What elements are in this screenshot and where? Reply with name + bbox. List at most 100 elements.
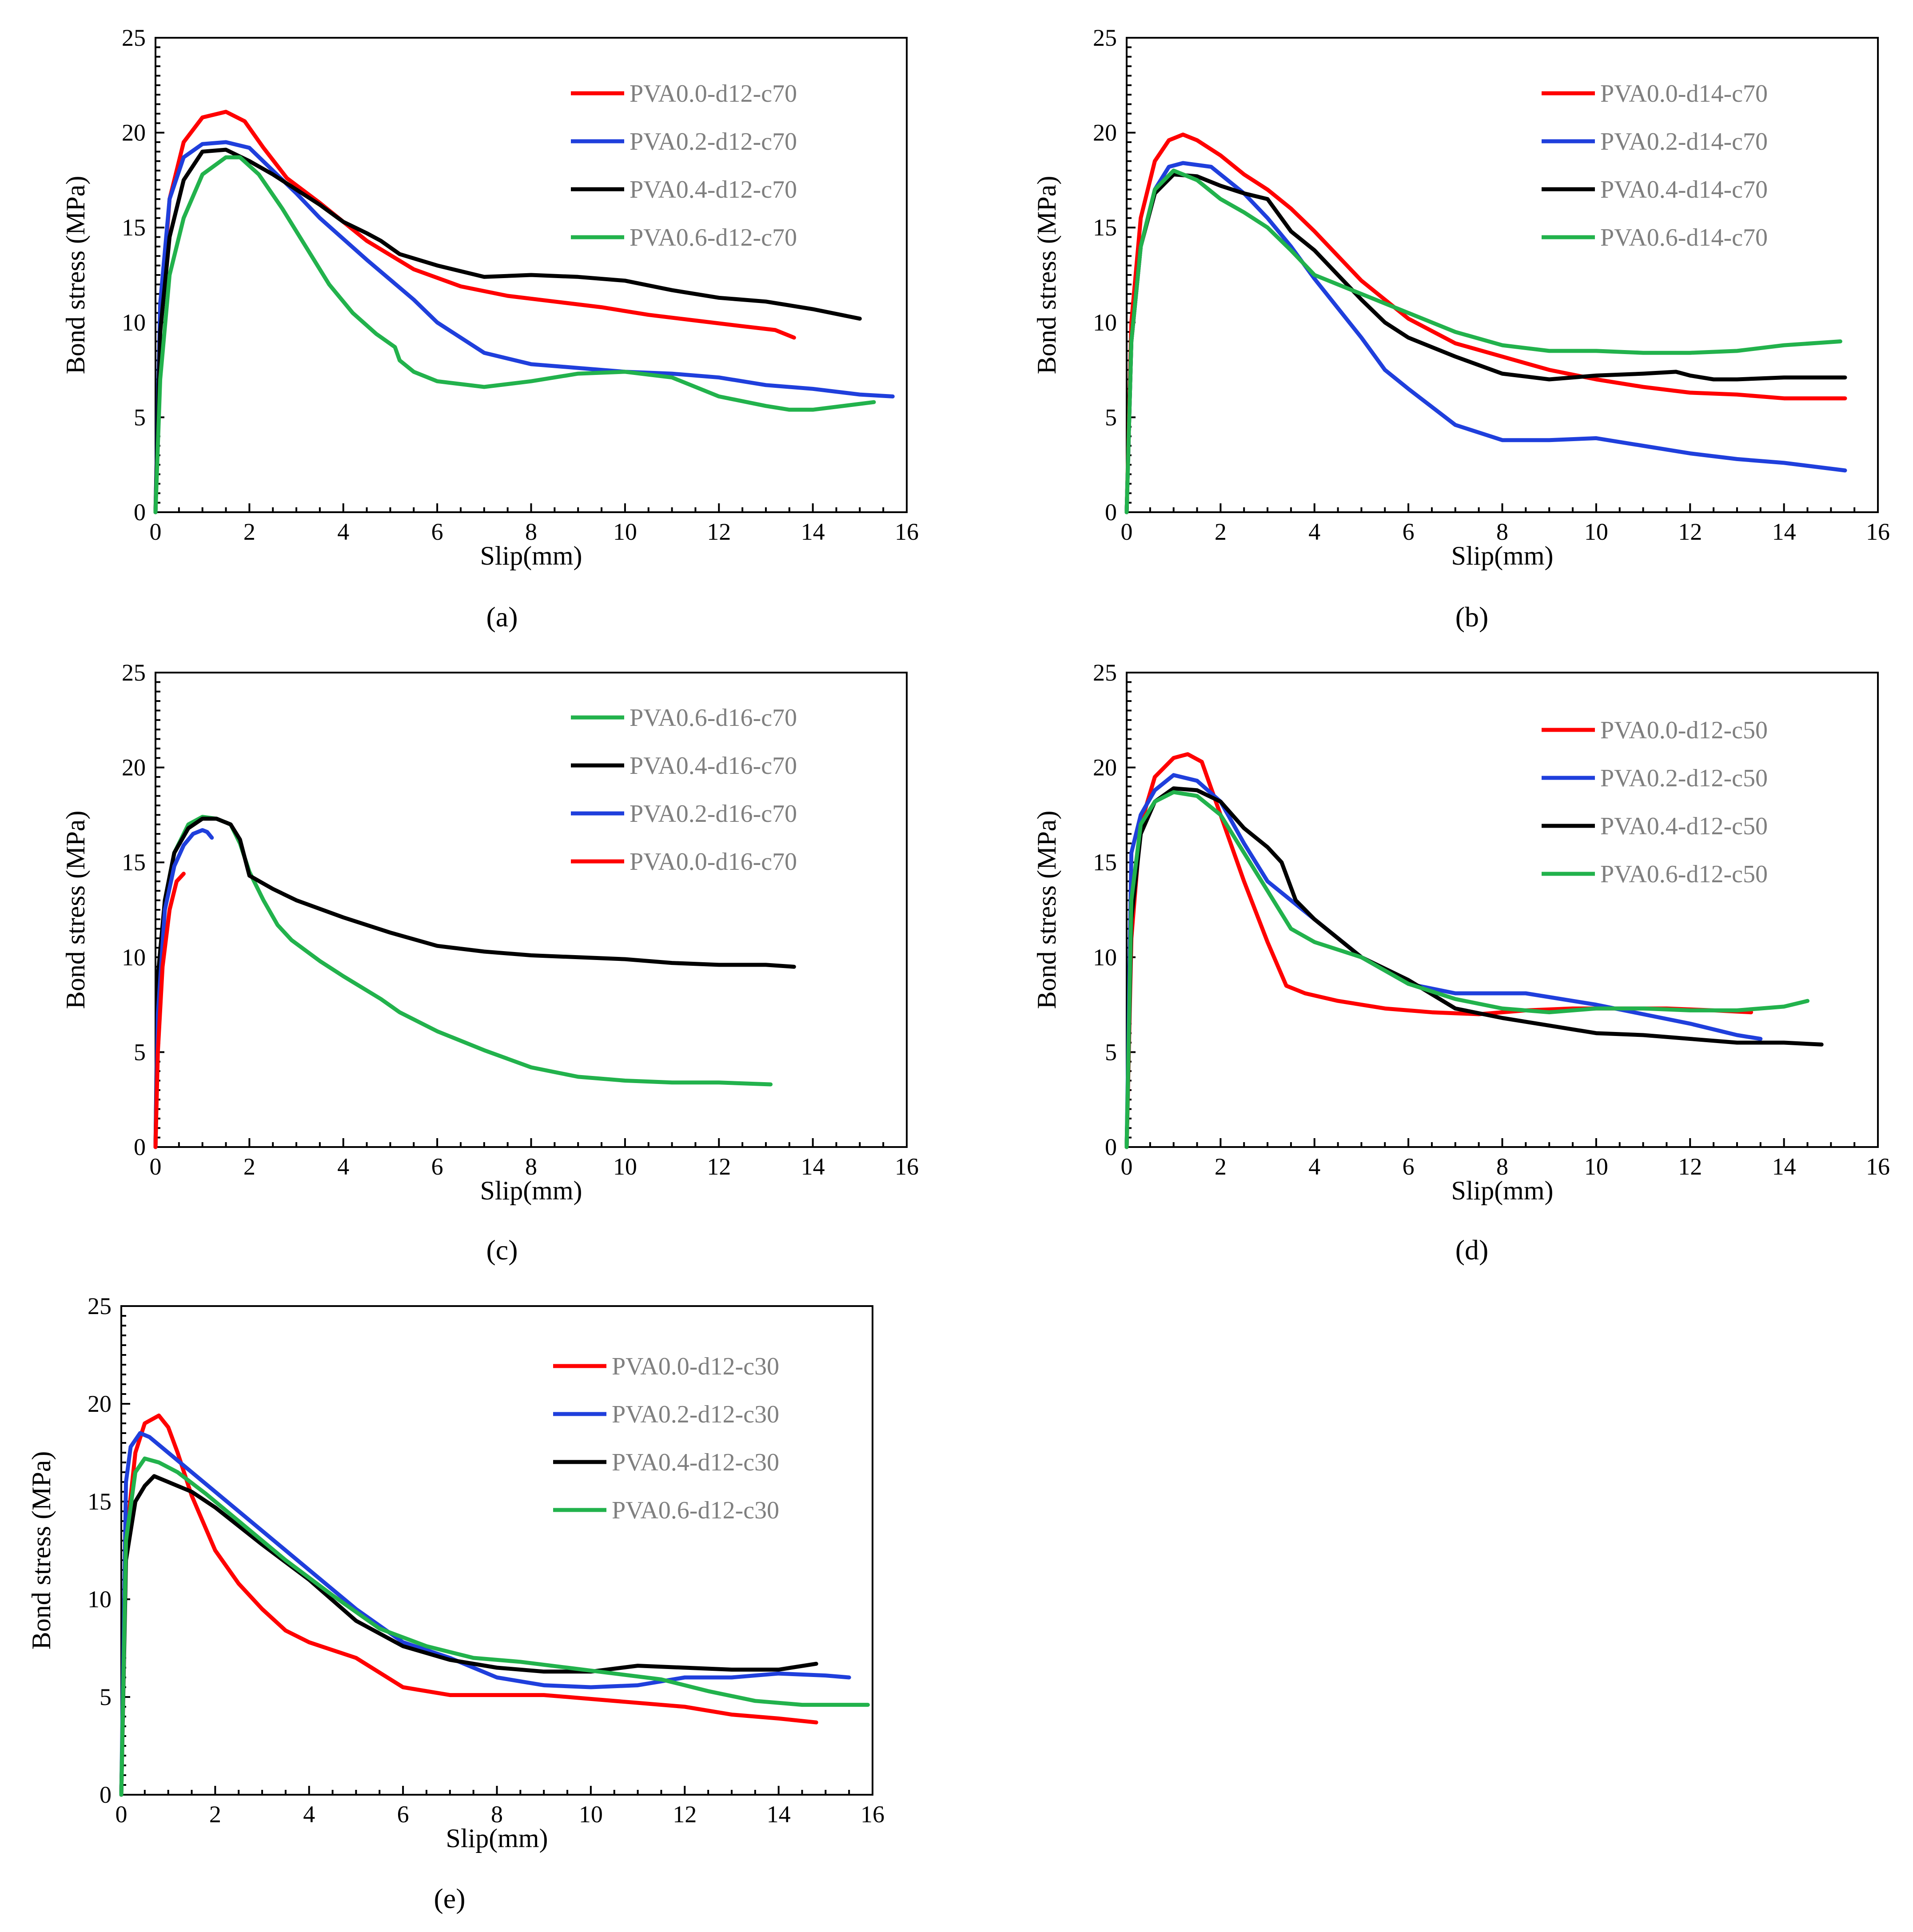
x-tick-label: 16 xyxy=(1866,518,1890,545)
x-tick-label: 2 xyxy=(209,1801,221,1828)
y-axis-label: Bond stress (MPa) xyxy=(1032,811,1061,1009)
y-tick-label: 20 xyxy=(122,754,146,781)
chart-panel-a: 0 5 10 15 20 25 0 2 4 6 8 10 12 14 16 Slip(mm) Bond stre… xyxy=(61,24,919,633)
y-tick-label: 20 xyxy=(1093,754,1117,781)
x-tick-label: 12 xyxy=(707,1153,731,1180)
chart-panel-e: 0 5 10 15 20 25 0 2 4 6 8 10 12 14 16 Slip(mm) Bond stre… xyxy=(27,1293,885,1914)
x-tick-label: 16 xyxy=(1866,1153,1890,1180)
legend-label: PVA0.0-d12-c50 xyxy=(1600,717,1768,744)
y-tick-label: 25 xyxy=(122,24,146,51)
y-tick-label: 15 xyxy=(122,214,146,241)
x-tick-label: 14 xyxy=(1772,518,1796,545)
x-tick-label: 12 xyxy=(1678,518,1702,545)
x-tick-label: 6 xyxy=(397,1801,409,1828)
x-tick-label: 8 xyxy=(525,1153,537,1180)
x-tick-label: 0 xyxy=(150,1153,162,1180)
x-tick-label: 8 xyxy=(491,1801,503,1828)
panel-label: (a) xyxy=(486,601,518,633)
x-tick-label: 16 xyxy=(895,1153,919,1180)
y-tick-label: 5 xyxy=(100,1684,112,1710)
x-tick-label: 4 xyxy=(1308,518,1320,545)
series-line-pva0-0-d14-c70 xyxy=(1124,132,1847,514)
x-tick-label: 12 xyxy=(1678,1153,1702,1180)
y-tick-label: 0 xyxy=(134,1134,146,1160)
series-line-pva0-6-d12-c30 xyxy=(119,1456,870,1797)
y-tick-label: 10 xyxy=(88,1586,112,1613)
panel-label: (c) xyxy=(486,1234,518,1266)
x-tick-label: 10 xyxy=(579,1801,603,1828)
y-tick-label: 15 xyxy=(1093,214,1117,241)
series-line-pva0-0-d12-c30 xyxy=(119,1413,818,1797)
legend-label: PVA0.2-d12-c50 xyxy=(1600,765,1768,792)
x-tick-label: 8 xyxy=(1496,518,1508,545)
y-tick-label: 15 xyxy=(122,849,146,876)
series-line-pva0-2-d16-c70 xyxy=(153,828,214,1149)
legend-label: PVA0.2-d14-c70 xyxy=(1600,128,1768,155)
y-tick-label: 0 xyxy=(134,499,146,526)
x-tick-label: 14 xyxy=(767,1801,791,1828)
panel-label: (e) xyxy=(434,1883,465,1914)
x-tick-label: 2 xyxy=(1215,518,1227,545)
x-tick-label: 14 xyxy=(801,1153,825,1180)
legend-label: PVA0.0-d12-c30 xyxy=(612,1353,779,1380)
series-line-pva0-4-d12-c70 xyxy=(153,147,862,514)
legend-label: PVA0.4-d14-c70 xyxy=(1600,176,1768,203)
series-line-pva0-4-d14-c70 xyxy=(1124,172,1847,514)
series-line-pva0-2-d14-c70 xyxy=(1124,161,1847,514)
x-tick-label: 2 xyxy=(1215,1153,1227,1180)
legend-label: PVA0.4-d12-c30 xyxy=(612,1449,779,1476)
y-tick-label: 0 xyxy=(100,1781,112,1808)
legend-label: PVA0.4-d12-c50 xyxy=(1600,813,1768,840)
series-line-pva0-4-d16-c70 xyxy=(153,817,796,1149)
legend-label: PVA0.6-d12-c70 xyxy=(630,224,797,251)
x-tick-label: 10 xyxy=(1584,518,1608,545)
y-tick-label: 5 xyxy=(134,404,146,430)
x-tick-label: 6 xyxy=(1403,1153,1415,1180)
y-tick-label: 15 xyxy=(1093,849,1117,876)
panel-label: (b) xyxy=(1455,601,1489,633)
y-tick-label: 25 xyxy=(1093,659,1117,686)
y-tick-label: 0 xyxy=(1105,499,1117,526)
x-tick-label: 10 xyxy=(613,518,637,545)
y-axis-label: Bond stress (MPa) xyxy=(61,176,90,374)
y-tick-label: 5 xyxy=(1105,404,1117,430)
legend-label: PVA0.2-d16-c70 xyxy=(630,800,797,828)
x-tick-label: 4 xyxy=(1308,1153,1320,1180)
series-line-pva0-4-d12-c50 xyxy=(1124,786,1824,1149)
x-tick-label: 0 xyxy=(1121,1153,1133,1180)
x-tick-label: 6 xyxy=(431,518,443,545)
y-tick-label: 25 xyxy=(122,659,146,686)
x-tick-label: 16 xyxy=(861,1801,885,1828)
y-tick-label: 10 xyxy=(1093,309,1117,336)
legend-label: PVA0.0-d12-c70 xyxy=(630,80,797,108)
x-axis-label: Slip(mm) xyxy=(480,541,582,570)
x-tick-label: 4 xyxy=(337,518,349,545)
y-tick-label: 20 xyxy=(88,1390,112,1417)
series-line-pva0-6-d12-c50 xyxy=(1124,790,1809,1149)
series-line-pva0-6-d12-c70 xyxy=(153,155,876,514)
x-tick-label: 8 xyxy=(525,518,537,545)
x-axis-label: Slip(mm) xyxy=(1451,1176,1553,1205)
x-tick-label: 10 xyxy=(613,1153,637,1180)
y-axis-label: Bond stress (MPa) xyxy=(27,1451,56,1650)
series-line-pva0-6-d14-c70 xyxy=(1124,168,1842,514)
x-tick-label: 12 xyxy=(673,1801,697,1828)
legend-label: PVA0.0-d16-c70 xyxy=(630,848,797,876)
y-tick-label: 0 xyxy=(1105,1134,1117,1160)
y-tick-label: 5 xyxy=(134,1039,146,1065)
x-axis-label: Slip(mm) xyxy=(1451,541,1553,570)
x-tick-label: 6 xyxy=(1403,518,1415,545)
y-tick-label: 15 xyxy=(88,1488,112,1515)
series-line-pva0-6-d16-c70 xyxy=(153,815,773,1149)
x-tick-label: 2 xyxy=(243,1153,255,1180)
panel-label: (d) xyxy=(1455,1234,1489,1266)
x-tick-label: 2 xyxy=(243,518,255,545)
y-tick-label: 5 xyxy=(1105,1039,1117,1065)
chart-panel-b: 0 5 10 15 20 25 0 2 4 6 8 10 12 14 16 Slip(mm) Bond stre… xyxy=(1032,24,1890,633)
chart-panel-c: 0 5 10 15 20 25 0 2 4 6 8 10 12 14 16 Slip(mm) Bond stre… xyxy=(61,659,919,1266)
y-axis-label: Bond stress (MPa) xyxy=(1032,176,1061,374)
x-axis-label: Slip(mm) xyxy=(480,1176,582,1205)
legend-label: PVA0.2-d12-c30 xyxy=(612,1401,779,1428)
y-tick-label: 20 xyxy=(122,120,146,146)
